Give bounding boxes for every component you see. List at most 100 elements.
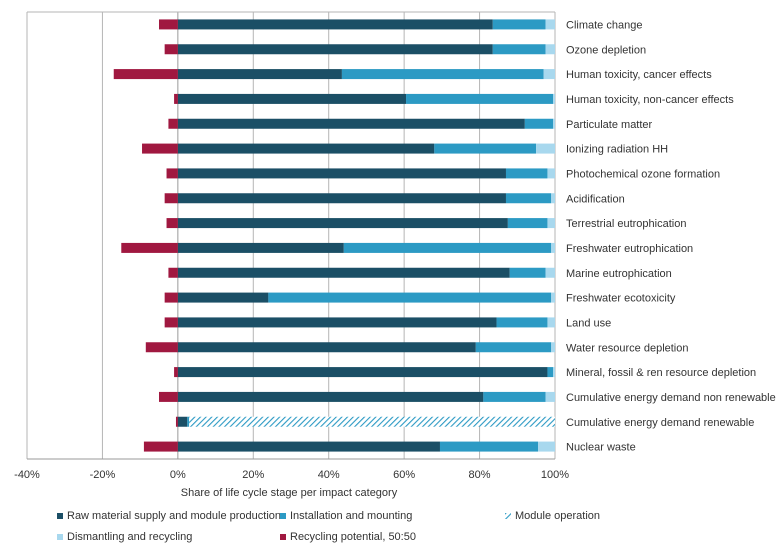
bar-segment	[177, 168, 506, 179]
category-label: Climate change	[566, 19, 642, 31]
bar-segment	[177, 367, 548, 378]
bar-segment	[545, 44, 555, 55]
x-tick-label: 60%	[393, 469, 415, 481]
bar-segment	[159, 19, 178, 30]
bar-segment	[551, 342, 555, 353]
bar-segment	[551, 292, 555, 303]
x-axis-title: Share of life cycle stage per impact cat…	[181, 487, 398, 499]
bar-segment	[553, 367, 555, 378]
bar-segment	[174, 93, 178, 104]
bar-segment	[166, 218, 178, 229]
bar-segment	[553, 93, 555, 104]
bar-segment	[406, 93, 554, 104]
category-label: Cumulative energy demand renewable	[566, 417, 754, 429]
legend-swatch	[57, 513, 63, 519]
bar-segment	[543, 69, 555, 80]
bar-segment	[159, 391, 178, 402]
legend-swatch	[505, 513, 511, 519]
bar-segment	[538, 441, 555, 452]
legend-label: Installation and mounting	[290, 510, 412, 522]
bar-segment	[177, 317, 497, 328]
x-tick-label: 40%	[318, 469, 340, 481]
legend-swatch	[280, 534, 286, 540]
bar-segment	[145, 342, 178, 353]
category-label: Mineral, fossil & ren resource depletion	[566, 367, 756, 379]
bar-segment	[507, 218, 548, 229]
category-label: Ionizing radiation HH	[566, 144, 668, 156]
x-tick-label: 100%	[541, 469, 569, 481]
category-label: Marine eutrophication	[566, 268, 672, 280]
category-label: Human toxicity, non-cancer effects	[566, 94, 734, 106]
bar-segment	[551, 242, 555, 253]
bar-segment	[343, 242, 552, 253]
category-label: Acidification	[566, 193, 625, 205]
bar-segment	[434, 143, 537, 154]
x-tick-label: 80%	[469, 469, 491, 481]
bar-segment	[164, 292, 178, 303]
bar-segment	[268, 292, 552, 303]
legend-swatch	[280, 513, 286, 519]
bar-segment	[143, 441, 178, 452]
bar-segment	[177, 118, 525, 129]
x-tick-label: -40%	[14, 469, 40, 481]
bar-segment	[164, 317, 178, 328]
bar-segment	[113, 69, 178, 80]
bar-segment	[187, 416, 190, 427]
x-tick-label: 20%	[242, 469, 264, 481]
x-axis-ticks: -40% -20% 0% 20% 40% 60% 80% 100%	[14, 469, 569, 481]
legend-label: Dismantling and recycling	[67, 531, 192, 543]
bar-segment	[177, 292, 269, 303]
bar-segment	[177, 93, 407, 104]
bar-segment	[536, 143, 555, 154]
category-label: Land use	[566, 317, 611, 329]
bar-segment	[475, 342, 552, 353]
bar-segment	[547, 317, 555, 328]
grid-layer	[26, 11, 556, 460]
bar-segment	[492, 19, 546, 30]
legend-label: Recycling potential, 50:50	[290, 531, 416, 543]
category-label: Particulate matter	[566, 119, 653, 131]
bar-segment	[177, 218, 508, 229]
bar-segment	[168, 267, 178, 278]
category-label: Water resource depletion	[566, 342, 689, 354]
bar-segment	[553, 118, 555, 129]
bar-segment	[168, 118, 178, 129]
bars-layer	[113, 19, 555, 452]
bar-segment	[505, 193, 552, 204]
bar-segment	[177, 416, 188, 427]
bar-segment	[175, 416, 178, 427]
bar-segment	[492, 44, 546, 55]
category-label: Cumulative energy demand non renewable	[566, 392, 776, 404]
bar-segment	[177, 391, 484, 402]
legend-label: Raw material supply and module productio…	[67, 510, 281, 522]
bar-segment	[547, 218, 555, 229]
bar-segment	[164, 193, 178, 204]
bar-segment	[174, 367, 178, 378]
legend: Raw material supply and module productio…	[57, 510, 600, 543]
bar-segment	[483, 391, 546, 402]
bar-segment	[341, 69, 544, 80]
bar-segment	[177, 242, 344, 253]
category-label: Freshwater ecotoxicity	[566, 293, 676, 305]
category-label: Photochemical ozone formation	[566, 168, 720, 180]
bar-segment	[142, 143, 178, 154]
category-labels: Climate change Ozone depletion Human toxic…	[566, 19, 776, 453]
legend-label: Module operation	[515, 510, 600, 522]
bar-segment	[545, 267, 555, 278]
bar-segment	[509, 267, 546, 278]
bar-segment	[439, 441, 539, 452]
category-label: Human toxicity, cancer effects	[566, 69, 712, 81]
bar-segment	[121, 242, 178, 253]
category-label: Terrestrial eutrophication	[566, 218, 686, 230]
bar-segment	[177, 342, 476, 353]
bar-segment	[545, 19, 555, 30]
category-label: Ozone depletion	[566, 44, 646, 56]
bar-segment	[496, 317, 548, 328]
x-tick-label: 0%	[170, 469, 186, 481]
bar-segment	[164, 44, 178, 55]
bar-segment	[177, 441, 440, 452]
bar-segment	[166, 168, 178, 179]
bar-segment	[547, 168, 555, 179]
bar-segment	[177, 193, 506, 204]
